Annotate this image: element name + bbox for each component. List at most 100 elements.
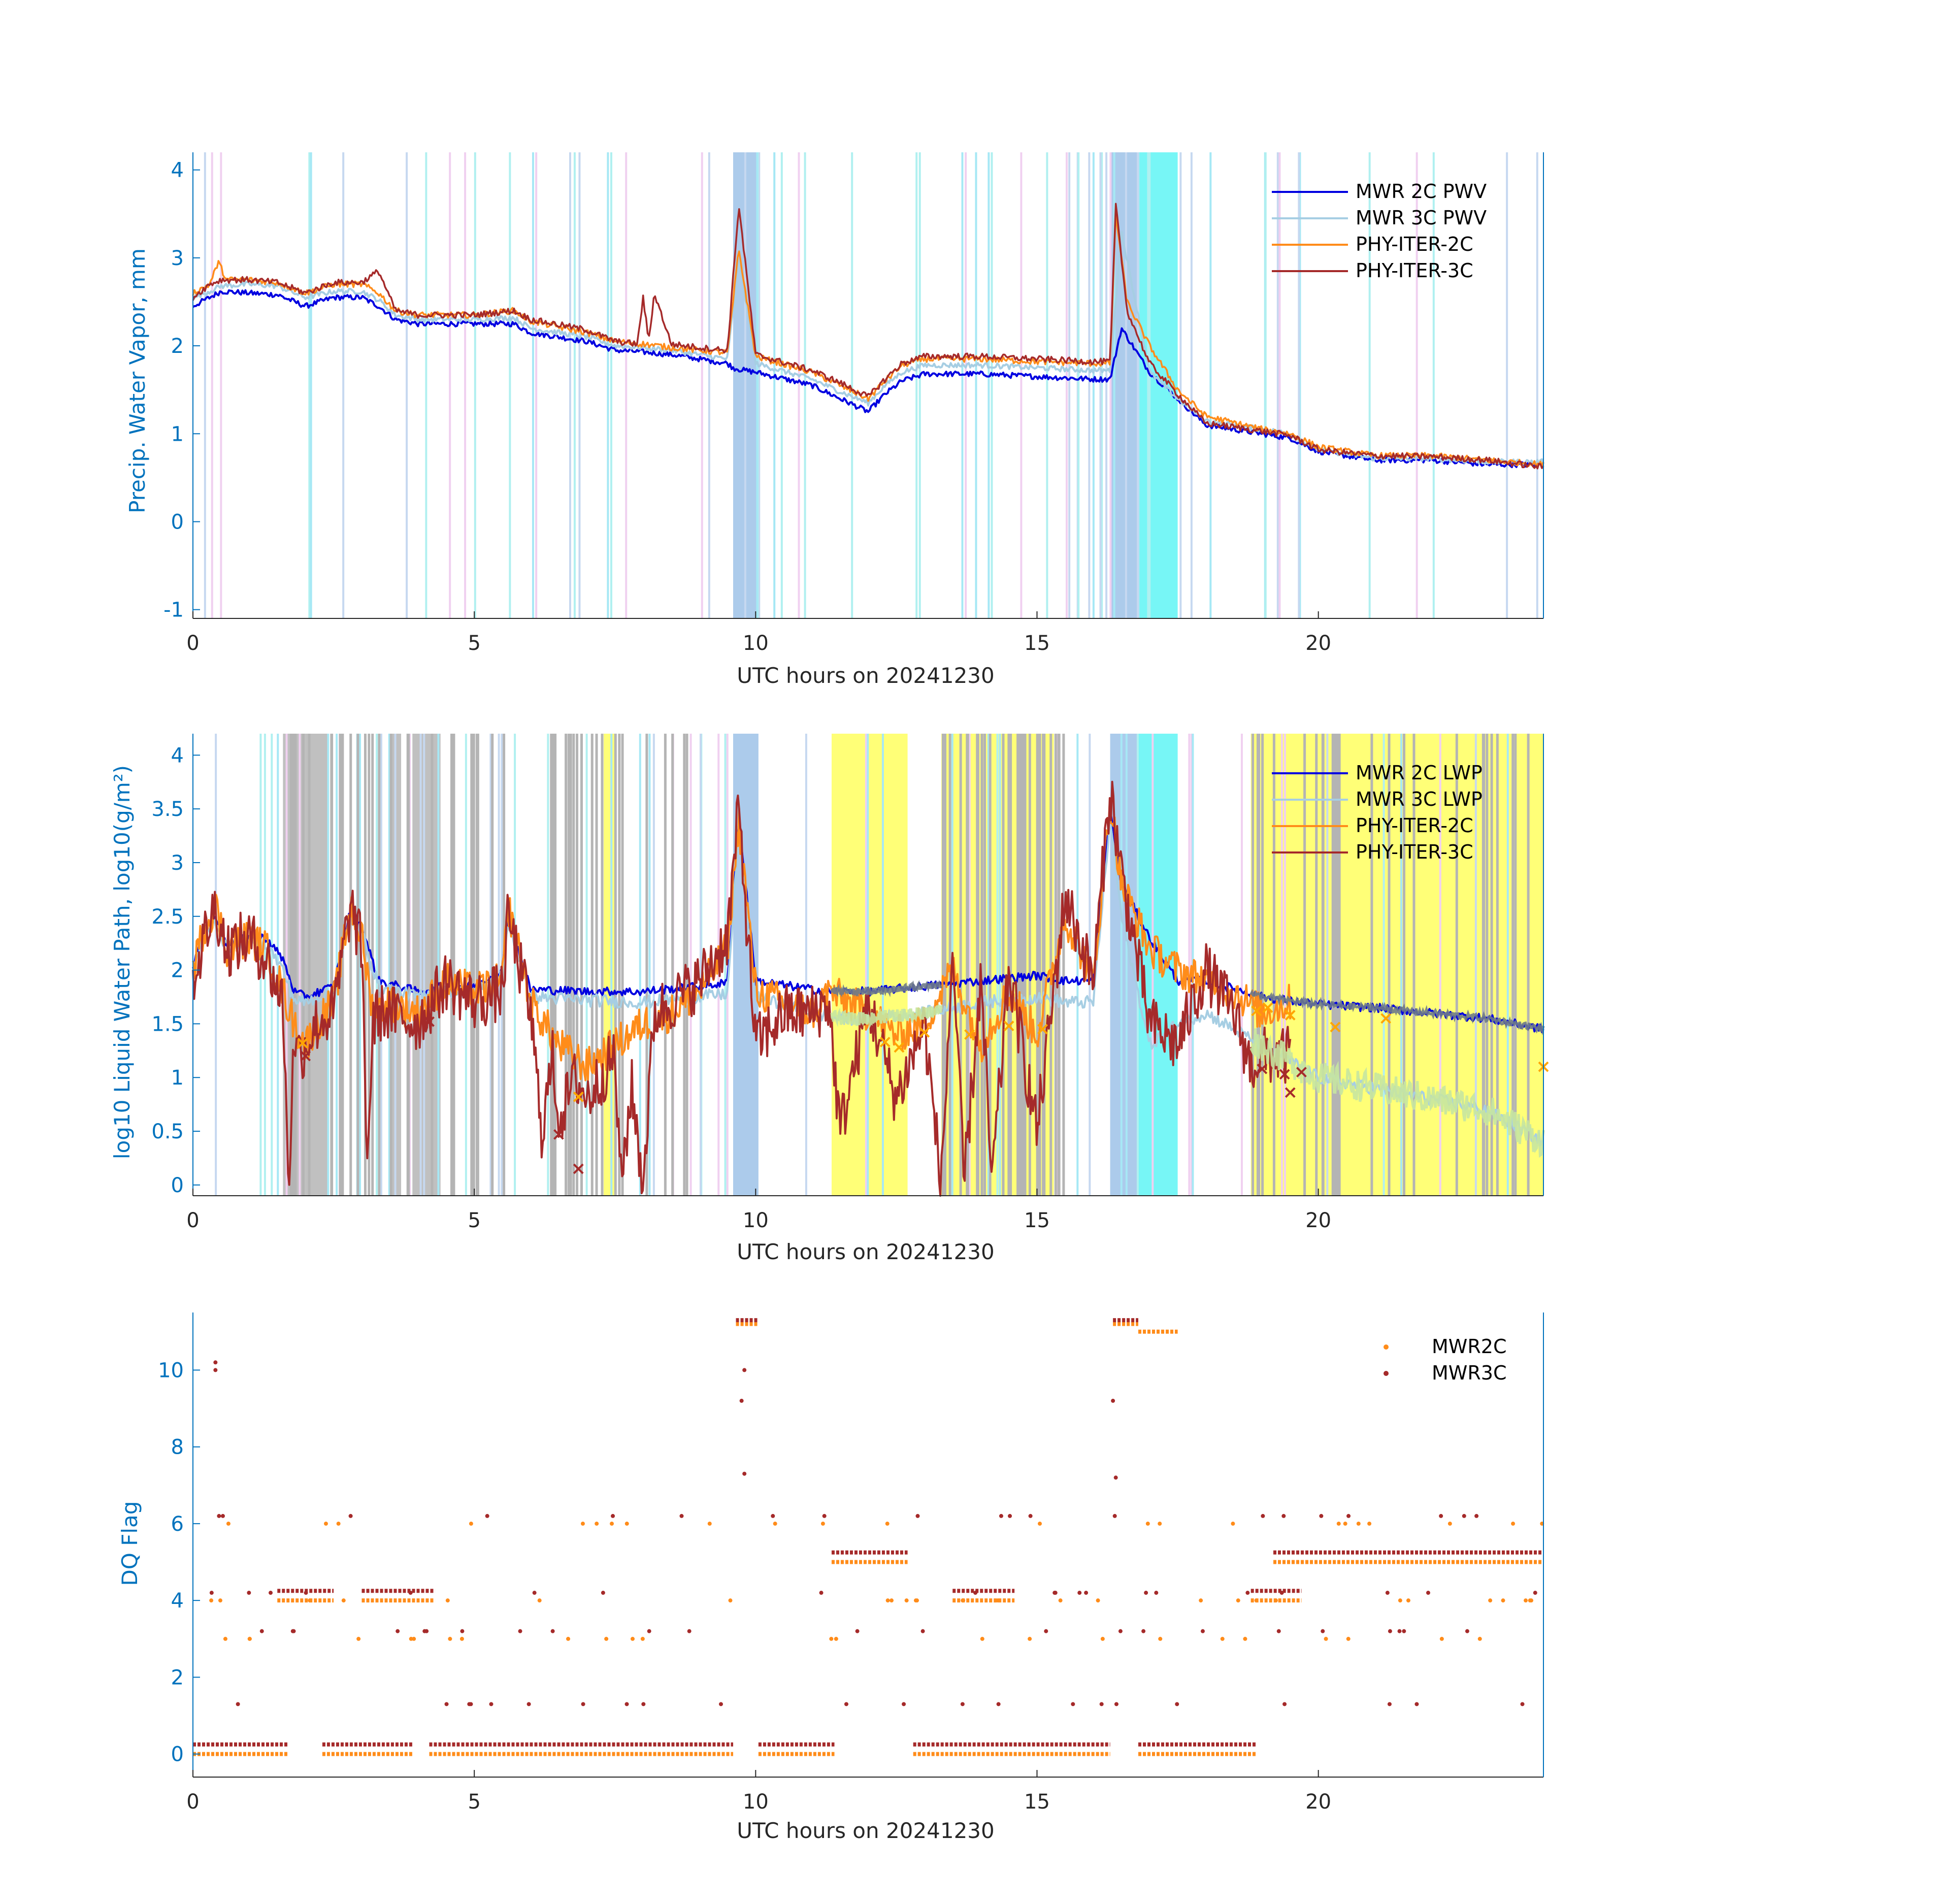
dq-dot xyxy=(739,1398,744,1403)
y-tick-label: 6 xyxy=(171,1513,184,1536)
overlay-mwr2c xyxy=(1249,989,1545,1036)
dq-dot xyxy=(209,1591,214,1595)
dq-dot xyxy=(1044,1629,1048,1633)
dq-series xyxy=(193,1318,1544,1756)
panel-lwp: 0 5 10 15 20 0 0.5 1 1.5 2 2.5 3 3.5 4 UTC hours on 2… xyxy=(110,734,1549,1264)
dq-dot xyxy=(640,1636,645,1641)
dq-dot xyxy=(290,1629,295,1633)
dq-dot xyxy=(1439,1636,1444,1641)
dq-dot xyxy=(1402,1629,1406,1633)
x-marker xyxy=(573,1163,584,1174)
flag-band-yellow xyxy=(831,734,908,1196)
x-marker-stroke xyxy=(1380,1013,1392,1024)
x-tick-label: 0 xyxy=(186,632,199,655)
x-marker xyxy=(919,1027,930,1038)
dq-dot xyxy=(1406,1598,1410,1603)
series-mwr-3c-pwv xyxy=(192,231,1544,466)
dq-dot xyxy=(1096,1598,1100,1603)
dq-dot xyxy=(236,1702,240,1706)
dq-dot xyxy=(1158,1521,1162,1526)
dq-dot xyxy=(348,1514,353,1518)
dq-dot xyxy=(624,1702,629,1706)
x-tick-label: 20 xyxy=(1305,632,1331,655)
pwv-legend: MWR 2C PWV MWR 3C PWV PHY-ITER-2C PHY-ITER-… xyxy=(1272,180,1487,282)
dq-dot xyxy=(448,1636,452,1641)
dq-dot xyxy=(213,1368,218,1372)
dq-dot xyxy=(1175,1702,1179,1706)
dq-dot xyxy=(1474,1514,1479,1518)
lwp-ylabel: log10 Liquid Water Path, log10(g/m²) xyxy=(110,765,135,1159)
dq-dot xyxy=(771,1514,775,1518)
dq-dot xyxy=(885,1598,890,1603)
dq-dot xyxy=(460,1629,465,1633)
y-tick-label: 8 xyxy=(171,1436,184,1459)
x-marker xyxy=(1257,1063,1268,1074)
dq-dot xyxy=(396,1629,400,1633)
dq-dot xyxy=(1158,1636,1163,1641)
pwv-series xyxy=(192,203,1544,470)
y-tick-label: 1 xyxy=(171,422,184,446)
x-tick-label: 20 xyxy=(1305,1790,1331,1814)
dq-dot xyxy=(820,1521,825,1526)
x-tick-label: 5 xyxy=(468,1790,480,1814)
pwv-flag-lines xyxy=(204,152,1538,618)
dq-dot xyxy=(1112,1514,1117,1518)
dq-dot xyxy=(1254,1598,1259,1603)
x-marker xyxy=(1296,1067,1307,1078)
dq-dot xyxy=(341,1598,346,1603)
x-marker-stroke xyxy=(1279,1069,1290,1080)
dq-dot xyxy=(532,1591,537,1595)
dq-dot xyxy=(1071,1702,1075,1706)
x-marker-stroke xyxy=(964,1029,975,1040)
dq-dot xyxy=(1414,1702,1419,1706)
legend-label: MWR 2C LWP xyxy=(1356,762,1483,784)
overlay-mwr2c xyxy=(830,979,943,997)
dq-dot xyxy=(844,1702,848,1706)
dq-dot xyxy=(247,1636,252,1641)
x-marker xyxy=(300,1051,311,1062)
dq-dot xyxy=(1319,1514,1324,1518)
dq-dot xyxy=(1200,1629,1205,1633)
dq-dot xyxy=(209,1598,214,1603)
dq-dot xyxy=(1501,1598,1505,1603)
legend-marker xyxy=(1384,1371,1389,1376)
dq-dot xyxy=(641,1702,646,1706)
dq-dot xyxy=(631,1636,635,1641)
series-mwr-2c-pwv xyxy=(192,289,1544,469)
dq-legend: MWR2C MWR3C xyxy=(1384,1335,1506,1384)
x-marker-stroke xyxy=(553,1129,564,1140)
dq-dot xyxy=(1261,1514,1265,1518)
dq-dot xyxy=(687,1629,692,1633)
x-marker xyxy=(1330,1022,1341,1033)
dq-dot xyxy=(822,1514,827,1518)
y-tick-label: 0 xyxy=(171,510,184,534)
x-tick-label: 15 xyxy=(1024,1790,1050,1814)
dq-dot xyxy=(1388,1629,1392,1633)
dq-dot xyxy=(217,1514,221,1518)
dq-dot xyxy=(526,1702,531,1706)
dq-dot xyxy=(304,1591,308,1595)
dq-dot xyxy=(1114,1702,1118,1706)
x-tick-label: 10 xyxy=(743,1790,769,1814)
dq-dot xyxy=(915,1514,920,1518)
dq-dot xyxy=(223,1636,227,1641)
x-marker-stroke xyxy=(1296,1067,1307,1078)
dq-dot xyxy=(308,1598,312,1603)
dq-dot xyxy=(459,1636,464,1641)
dq-dot xyxy=(973,1591,978,1595)
dq-dot xyxy=(1279,1591,1284,1595)
dq-dot xyxy=(647,1629,651,1633)
dq-dot xyxy=(1524,1598,1528,1603)
dq-dot xyxy=(1245,1591,1250,1595)
x-marker xyxy=(1262,1002,1273,1013)
dq-dot xyxy=(980,1636,984,1641)
x-marker xyxy=(1279,1069,1290,1080)
dq-dot xyxy=(920,1629,925,1633)
dq-dot xyxy=(226,1521,231,1526)
x-marker-stroke xyxy=(1262,1002,1273,1013)
dq-dot xyxy=(885,1521,890,1526)
legend-label: MWR 3C PWV xyxy=(1356,207,1487,229)
x-tick-label: 20 xyxy=(1305,1209,1331,1232)
lwp-xlabel: UTC hours on 20241230 xyxy=(737,1239,995,1264)
